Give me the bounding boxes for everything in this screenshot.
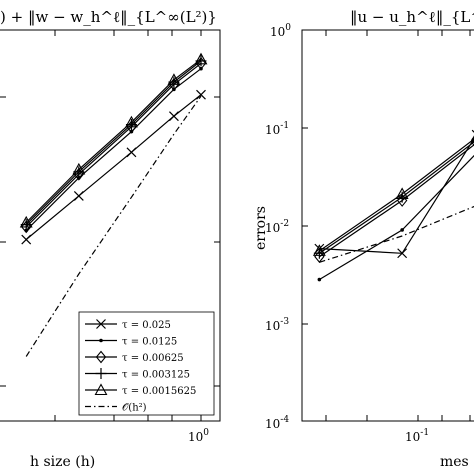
left-chart-panel: ) + ‖w − w_h^ℓ‖_{L^∞(L²)} 100 h size (h)… [0, 8, 221, 470]
legend-label-5: 𝒪(h²) [122, 403, 147, 414]
right-series-group [312, 129, 474, 282]
left-point-triangle-0 [19, 215, 33, 228]
left-series-line-1 [25, 68, 202, 231]
left-point-plus-1 [73, 166, 85, 178]
right-plot-frame [301, 29, 474, 422]
left-point-triangle-2 [125, 115, 138, 128]
left-title-norm: ‖w − w_h^ℓ‖_{L^∞(L²)} [28, 8, 217, 26]
left-chart-title: ) + ‖w − w_h^ℓ‖_{L^∞(L²)} [0, 8, 217, 26]
legend-marker-triangle [94, 383, 108, 396]
right-x-axis-label: mes [440, 454, 469, 470]
right-chart-title: ‖u − u_h^ℓ‖_{L^∞(H¹ [350, 8, 474, 26]
right-point-dot-0 [317, 277, 322, 282]
legend-marker-dot [99, 338, 103, 343]
right-point-dot-1 [400, 228, 404, 232]
right-y-tick-label-1e-1: 10-1 [265, 121, 289, 137]
left-axis-ticks [0, 30, 220, 421]
left-series-group [19, 52, 208, 357]
right-x-tick-label-1e-1: 10-1 [405, 428, 429, 444]
right-point-triangle-1 [395, 187, 409, 200]
left-series-line-4 [25, 58, 202, 223]
legend-label-1: τ = 0.0125 [122, 337, 177, 348]
left-point-x-2 [126, 147, 137, 158]
legend-label-3: τ = 0.003125 [122, 370, 190, 381]
right-y-tick-labels: 100 10-1 10-2 10-3 10-4 [265, 23, 291, 431]
legend-label-2: τ = 0.00625 [122, 353, 184, 364]
right-point-diamond-0 [314, 250, 325, 264]
right-point-x-1 [397, 248, 408, 259]
right-chart-panel: ‖u − u_h^ℓ‖_{L^∞(H¹ 100 10-1 10-2 10-3 1… [253, 8, 474, 470]
legend-box [78, 311, 215, 416]
right-point-triangle-0 [312, 244, 326, 256]
left-x-axis-label: h size (h) [30, 454, 95, 470]
right-y-axis-label: errors [253, 206, 269, 250]
left-point-triangle-3 [167, 73, 181, 85]
right-series-line-5 [319, 205, 474, 263]
left-plot-frame [0, 29, 221, 422]
right-point-plus-0 [313, 247, 325, 259]
legend-marker-diamond [95, 350, 107, 364]
legend-label-4: τ = 0.0015625 [122, 386, 196, 397]
right-axis-ticks [302, 29, 471, 422]
legend-marker-x [96, 319, 106, 329]
legend: τ = 0.025 τ = 0.0125 τ = 0.00625 τ = 0.0031… [78, 311, 215, 416]
left-x-tick-label-1e0: 100 [188, 428, 209, 444]
left-point-x-4 [196, 89, 206, 100]
left-point-triangle-4 [194, 52, 208, 65]
left-point-x-3 [169, 111, 179, 122]
left-series-line-5 [25, 95, 202, 357]
right-y-tick-label-1e-4: 10-4 [265, 415, 289, 431]
right-series-line-4 [319, 138, 474, 252]
legend-label-0: τ = 0.025 [122, 320, 171, 331]
left-point-x-0 [21, 234, 32, 245]
left-point-triangle-1 [72, 162, 86, 175]
legend-marker-plus [95, 368, 107, 379]
left-point-x-1 [73, 190, 84, 201]
right-y-tick-label-1e0: 100 [270, 23, 291, 39]
right-y-tick-label-1e-3: 10-3 [265, 317, 289, 333]
